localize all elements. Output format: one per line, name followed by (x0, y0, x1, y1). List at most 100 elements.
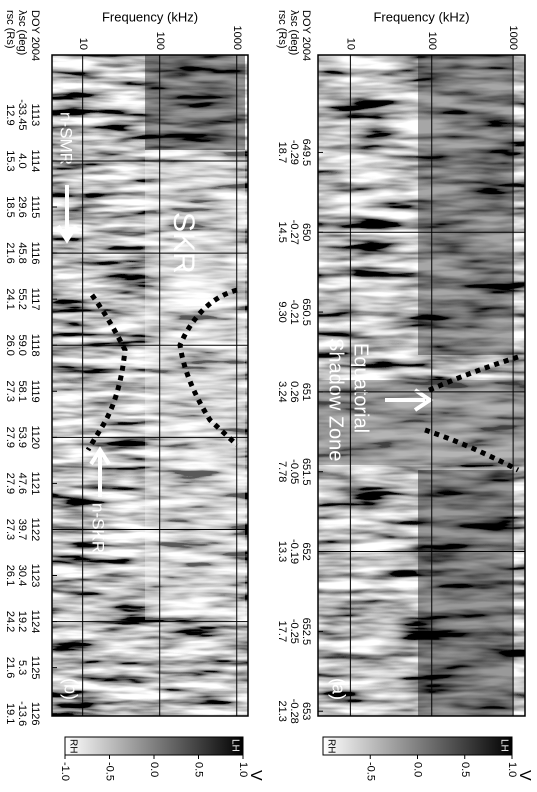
row-label: rsc (Rs) (276, 10, 288, 49)
rotated-figure: Equatorial Shadow Zone SKR n-SMR n-SKR (… (4, 9, 533, 781)
colorbar-tick-label: 0.0 (148, 762, 160, 777)
lambda-label: -13.6 (16, 701, 28, 726)
r-label: 14.5 (276, 222, 288, 243)
x-tick-label: 1117 (29, 288, 41, 311)
panel-label: (a) (328, 678, 348, 700)
annotation: SKR (167, 212, 200, 274)
r-label: 27.3 (4, 381, 16, 402)
colorbar (322, 736, 513, 756)
r-label: 24.2 (4, 611, 16, 632)
annotation: Shadow Zone (325, 338, 347, 461)
colorbar-tick-label: -1.0 (59, 762, 71, 781)
colorbar-high-label: LH (498, 739, 509, 752)
dotted-boundary (85, 293, 128, 452)
y-tick-label: 1000 (507, 26, 519, 50)
x-tick-label: 1120 (29, 425, 41, 449)
lambda-label: 47.6 (16, 473, 28, 494)
lambda-label: 19.2 (16, 611, 28, 632)
r-label: 21.6 (4, 242, 16, 263)
y-axis-label: Frequency (kHz) (373, 9, 469, 24)
colorbar-low-label: RH (67, 739, 78, 753)
x-tick-label: 651.5 (300, 458, 312, 486)
y-tick-label: 10 (77, 38, 89, 50)
x-tick-label: 1121 (29, 472, 41, 496)
x-tick-label: 1115 (29, 196, 41, 219)
x-tick-label: 1119 (29, 380, 41, 403)
x-tick-label: 1123 (29, 564, 41, 588)
x-tick-label: 1122 (29, 518, 41, 542)
spectrogram-b (52, 55, 248, 716)
lambda-label: 59.0 (16, 334, 28, 355)
r-label: 27.9 (4, 427, 16, 448)
colorbar-high-label: LH (229, 739, 240, 752)
r-label: 19.1 (4, 703, 16, 724)
colorbar-label: V (247, 770, 264, 781)
x-tick-label: 651 (300, 383, 312, 401)
r-label: 13.3 (276, 541, 288, 562)
r-label: 9.30 (276, 301, 288, 322)
x-tick-label: 649.5 (300, 139, 312, 167)
annotation: n-SKR (89, 503, 108, 553)
lambda-label: 45.8 (16, 242, 28, 263)
x-tick-label: 650.5 (300, 298, 312, 326)
r-label: 21.3 (276, 700, 288, 721)
lambda-label: -0.29 (288, 140, 300, 165)
row-label: DOY 2004 (29, 10, 41, 61)
r-label: 27.3 (4, 519, 16, 540)
r-label: 21.6 (4, 657, 16, 678)
colorbar-tick-label: -0.5 (364, 762, 376, 781)
colorbar-tick-label: 0.5 (459, 762, 471, 777)
lambda-label: 29.6 (16, 196, 28, 217)
plot-frame (317, 54, 526, 717)
colorbar (64, 736, 244, 756)
colorbar-tick-label: 1.0 (506, 762, 518, 777)
lambda-label: -0.19 (288, 539, 300, 564)
dotted-boundary (424, 427, 520, 473)
x-tick-label: 1116 (29, 242, 41, 265)
r-label: 27.9 (4, 473, 16, 494)
lambda-label: -0.21 (288, 300, 300, 325)
lambda-label: 0.26 (288, 381, 300, 402)
r-label: 26.0 (4, 334, 16, 355)
lambda-label: 39.7 (16, 519, 28, 540)
colorbar-tick-label: -0.5 (104, 762, 116, 781)
shadow-zone (318, 380, 525, 465)
emission-band (418, 55, 513, 355)
arrow (89, 446, 111, 497)
y-tick-label: 1000 (231, 26, 243, 50)
y-tick-label: 100 (154, 32, 166, 50)
lambda-label: -0.25 (288, 619, 300, 644)
lambda-label: -33.45 (16, 99, 28, 130)
colorbar-tick-label: 1.0 (237, 762, 249, 777)
lambda-label: 4.0 (16, 153, 28, 168)
x-tick-label: 1113 (29, 103, 41, 126)
lambda-label: 5.3 (16, 660, 28, 675)
r-label: 26.1 (4, 565, 16, 586)
arrow (56, 185, 78, 244)
r-label: 17.7 (276, 621, 288, 642)
row-label: λsc (deg) (288, 10, 300, 55)
emission-band (145, 55, 245, 150)
lambda-label: 53.9 (16, 427, 28, 448)
colorbar-tick-label: 0.5 (193, 762, 205, 777)
x-tick-label: 652.5 (300, 618, 312, 646)
r-label: 15.3 (4, 150, 16, 171)
lambda-label: 30.4 (16, 565, 28, 586)
x-tick-label: 1124 (29, 610, 41, 634)
x-tick-label: 650 (300, 223, 312, 241)
x-tick-label: 1125 (29, 656, 41, 680)
colorbar-tick-label: 0.0 (412, 762, 424, 777)
r-label: 24.1 (4, 288, 16, 309)
row-label: DOY 2004 (300, 10, 312, 61)
x-tick-label: 652 (300, 542, 312, 560)
lambda-label: -0.05 (288, 459, 300, 484)
emission-band (418, 470, 513, 716)
x-tick-label: 1126 (29, 702, 41, 726)
x-tick-label: 1114 (29, 150, 41, 173)
r-label: 3.24 (276, 381, 288, 402)
r-label: 18.5 (4, 196, 16, 217)
lambda-label: -0.27 (288, 220, 300, 245)
r-label: 7.78 (276, 461, 288, 482)
